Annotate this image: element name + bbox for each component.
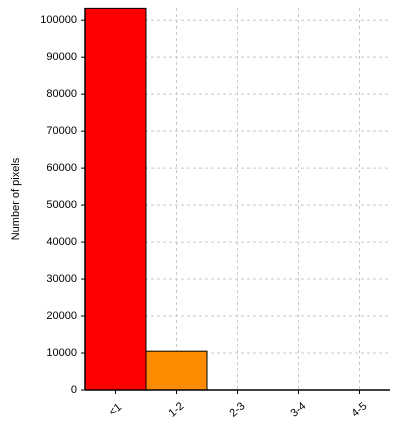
x-tick-label: 1-2 xyxy=(166,400,186,419)
y-tick-label: 0 xyxy=(71,384,77,396)
x-tick-label: 2-3 xyxy=(227,400,247,419)
x-tick-label: 4-5 xyxy=(349,400,369,419)
y-tick-label: 50000 xyxy=(46,199,77,211)
y-axis-label: Number of pixels xyxy=(10,157,22,240)
bar xyxy=(145,350,208,391)
y-tick-label: 20000 xyxy=(46,310,77,322)
y-tick-label: 90000 xyxy=(46,51,77,63)
x-tick-label: 3-4 xyxy=(288,400,308,419)
y-tick-label: 60000 xyxy=(46,162,77,174)
y-tick-label: 40000 xyxy=(46,236,77,248)
y-tick-label: 70000 xyxy=(46,125,77,137)
bar xyxy=(84,7,147,391)
y-tick-label: 10000 xyxy=(46,347,77,359)
y-tick-label: 30000 xyxy=(46,273,77,285)
x-tick-label: <1 xyxy=(107,401,124,418)
y-tick-label: 100000 xyxy=(40,14,77,26)
y-tick-label: 80000 xyxy=(46,88,77,100)
